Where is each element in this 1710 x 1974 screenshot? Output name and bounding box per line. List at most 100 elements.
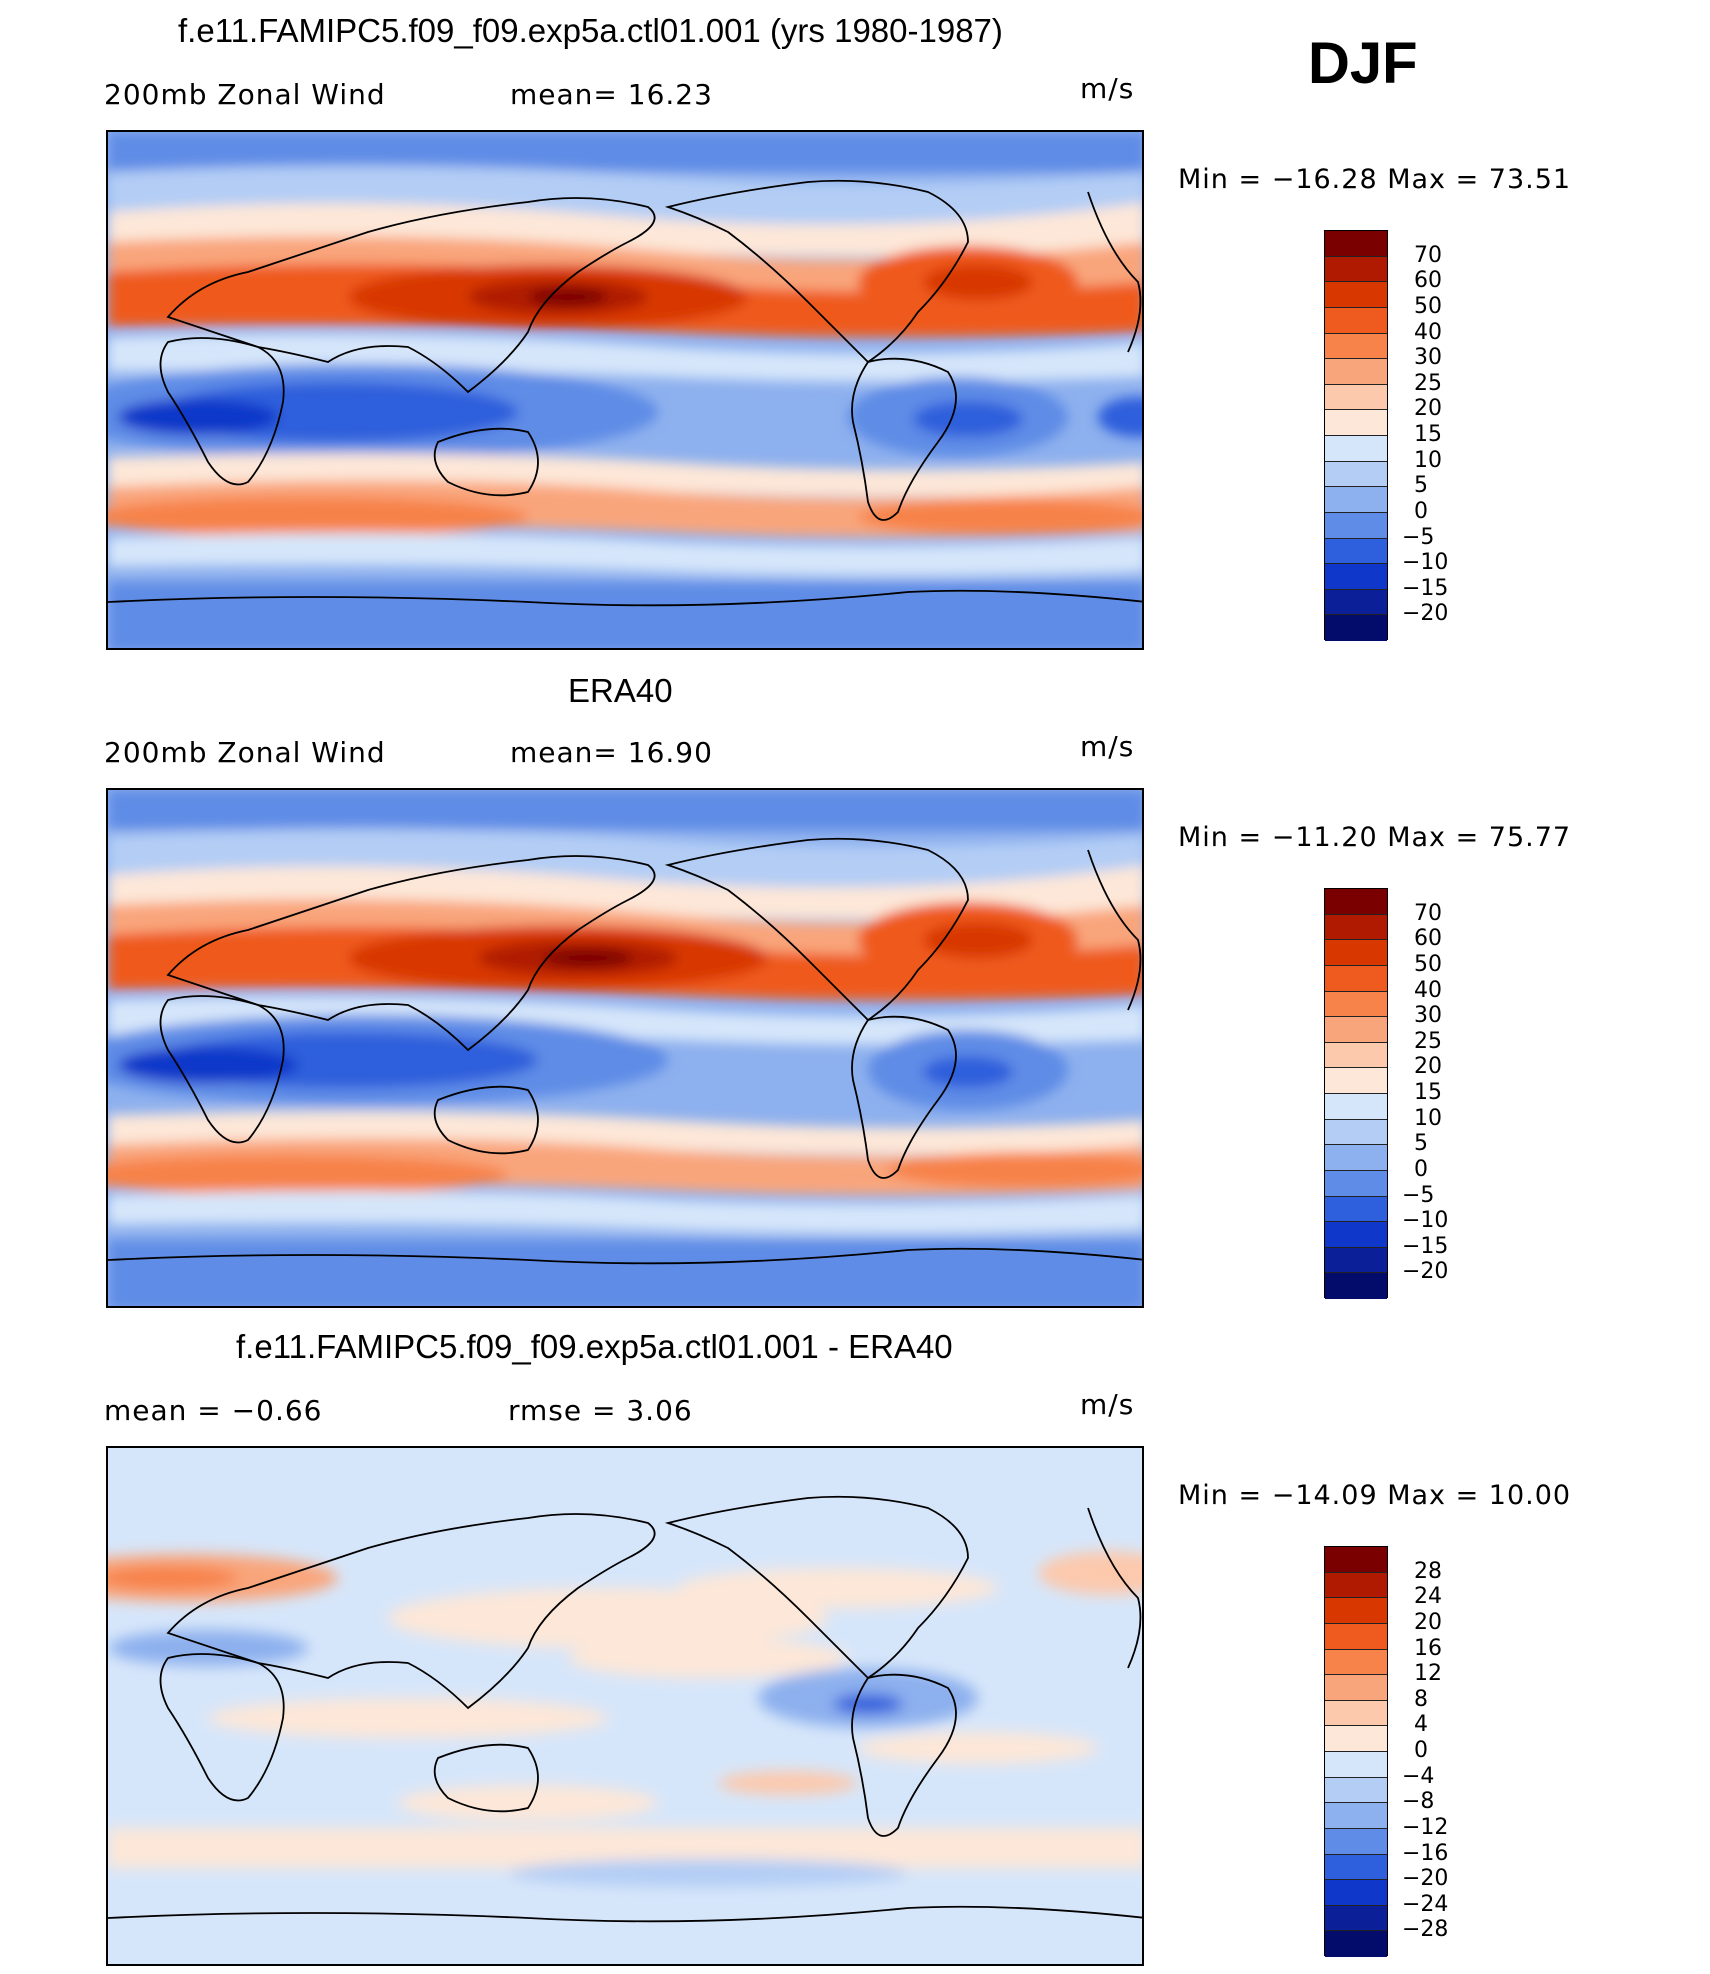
colorbar-tick-label: −20 — [1402, 601, 1449, 627]
colorbar-tick-label: −10 — [1402, 1208, 1449, 1234]
colorbar-tick-label: −5 — [1402, 524, 1435, 550]
panel-3-colorbar — [1324, 1546, 1388, 1957]
colorbar-swatch — [1325, 1042, 1387, 1069]
panel-3-minmax: Min = −14.09 Max = 10.00 — [1178, 1480, 1572, 1511]
colorbar-swatch — [1325, 615, 1387, 641]
colorbar-tick-label: 20 — [1414, 396, 1442, 422]
panel-2-minmax: Min = −11.20 Max = 75.77 — [1178, 822, 1572, 853]
colorbar-tick-label: 70 — [1414, 242, 1442, 268]
colorbar-tick-label: −4 — [1402, 1763, 1435, 1789]
panel-3-title: f.e11.FAMIPC5.f09_f09.exp5a.ctl01.001 - … — [236, 1328, 953, 1365]
colorbar-tick-label: 0 — [1414, 1156, 1428, 1182]
panel-1-mean-label: mean= 16.23 — [510, 78, 713, 111]
colorbar-swatch — [1325, 1017, 1387, 1043]
colorbar-tick-label: −5 — [1402, 1182, 1435, 1208]
colorbar-tick-label: −12 — [1402, 1814, 1449, 1840]
colorbar-tick-label: −15 — [1402, 1233, 1449, 1259]
colorbar-swatch — [1325, 333, 1387, 360]
colorbar-swatch — [1325, 1803, 1387, 1829]
colorbar-tick-label: 50 — [1414, 951, 1442, 977]
colorbar-swatch — [1325, 589, 1387, 616]
colorbar-tick-label: −8 — [1402, 1789, 1435, 1815]
colorbar-tick-label: 5 — [1414, 473, 1428, 499]
colorbar-swatch — [1325, 1145, 1387, 1171]
colorbar-tick-label: −24 — [1402, 1891, 1449, 1917]
colorbar-tick-label: 8 — [1414, 1686, 1428, 1712]
colorbar-tick-label: 24 — [1414, 1584, 1442, 1610]
colorbar-swatch — [1325, 1880, 1387, 1906]
colorbar-swatch — [1325, 965, 1387, 992]
colorbar-tick-label: 40 — [1414, 977, 1442, 1003]
colorbar-tick-label: 25 — [1414, 1028, 1442, 1054]
colorbar-swatch — [1325, 1623, 1387, 1650]
colorbar-tick-label: 50 — [1414, 293, 1442, 319]
colorbar-tick-label: −28 — [1402, 1917, 1449, 1943]
colorbar-swatch — [1325, 410, 1387, 436]
colorbar-swatch — [1325, 564, 1387, 590]
panel-1-colorbar — [1324, 230, 1388, 641]
colorbar-swatch — [1325, 1700, 1387, 1727]
colorbar-tick-label: 10 — [1414, 447, 1442, 473]
colorbar-swatch — [1325, 1222, 1387, 1248]
colorbar-swatch — [1325, 940, 1387, 966]
panel-2-units: m/s — [1080, 730, 1135, 763]
colorbar-tick-label: −20 — [1402, 1866, 1449, 1892]
colorbar-tick-label: 40 — [1414, 319, 1442, 345]
colorbar-swatch — [1325, 1170, 1387, 1197]
panel-1-minmax: Min = −16.28 Max = 73.51 — [1178, 164, 1572, 195]
colorbar-swatch — [1325, 1828, 1387, 1855]
colorbar-tick-label: 12 — [1414, 1661, 1442, 1687]
colorbar-tick-label: 28 — [1414, 1558, 1442, 1584]
colorbar-swatch — [1325, 512, 1387, 539]
colorbar-tick-label: 0 — [1414, 1738, 1428, 1763]
panel-1-field-label: 200mb Zonal Wind — [104, 78, 386, 111]
colorbar-tick-label: 25 — [1414, 370, 1442, 396]
panel-3-rmse-label: rmse = 3.06 — [508, 1394, 693, 1427]
colorbar-swatch — [1325, 1726, 1387, 1752]
colorbar-tick-label: −15 — [1402, 575, 1449, 601]
colorbar-tick-label: −20 — [1402, 1259, 1449, 1285]
colorbar-swatch — [1325, 282, 1387, 308]
panel-2-map — [106, 788, 1144, 1308]
colorbar-swatch — [1325, 461, 1387, 488]
colorbar-tick-label: 5 — [1414, 1131, 1428, 1157]
colorbar-tick-label: 20 — [1414, 1609, 1442, 1635]
colorbar-tick-label: 0 — [1414, 498, 1428, 524]
colorbar-swatch — [1325, 1273, 1387, 1299]
panel-2-mean-label: mean= 16.90 — [510, 736, 713, 769]
panel-1-map — [106, 130, 1144, 650]
panel-3-units: m/s — [1080, 1388, 1135, 1421]
colorbar-swatch — [1325, 538, 1387, 565]
colorbar-swatch — [1325, 1854, 1387, 1881]
colorbar-swatch — [1325, 1094, 1387, 1120]
colorbar-swatch — [1325, 1675, 1387, 1701]
colorbar-tick-label: 30 — [1414, 345, 1442, 371]
colorbar-tick-label: 15 — [1414, 422, 1442, 447]
colorbar-swatch — [1325, 1068, 1387, 1094]
colorbar-swatch — [1325, 1598, 1387, 1624]
colorbar-tick-label: 15 — [1414, 1080, 1442, 1105]
colorbar-swatch — [1325, 1247, 1387, 1274]
colorbar-swatch — [1325, 889, 1387, 915]
colorbar-swatch — [1325, 1649, 1387, 1676]
colorbar-swatch — [1325, 231, 1387, 257]
colorbar-swatch — [1325, 256, 1387, 283]
colorbar-swatch — [1325, 1931, 1387, 1957]
colorbar-swatch — [1325, 914, 1387, 941]
colorbar-swatch — [1325, 1572, 1387, 1599]
colorbar-tick-label: 60 — [1414, 926, 1442, 952]
colorbar-tick-label: 60 — [1414, 268, 1442, 294]
colorbar-swatch — [1325, 1196, 1387, 1223]
colorbar-tick-label: 10 — [1414, 1105, 1442, 1131]
panel-1-title: f.e11.FAMIPC5.f09_f09.exp5a.ctl01.001 (y… — [178, 12, 1003, 49]
colorbar-swatch — [1325, 991, 1387, 1018]
panel-3-map — [106, 1446, 1144, 1966]
season-label: DJF — [1308, 31, 1418, 96]
colorbar-tick-label: 70 — [1414, 900, 1442, 926]
colorbar-swatch — [1325, 1905, 1387, 1932]
colorbar-swatch — [1325, 1547, 1387, 1573]
panel-1-units: m/s — [1080, 72, 1135, 105]
colorbar-swatch — [1325, 436, 1387, 462]
colorbar-tick-label: −16 — [1402, 1840, 1449, 1866]
colorbar-tick-label: 16 — [1414, 1635, 1442, 1661]
